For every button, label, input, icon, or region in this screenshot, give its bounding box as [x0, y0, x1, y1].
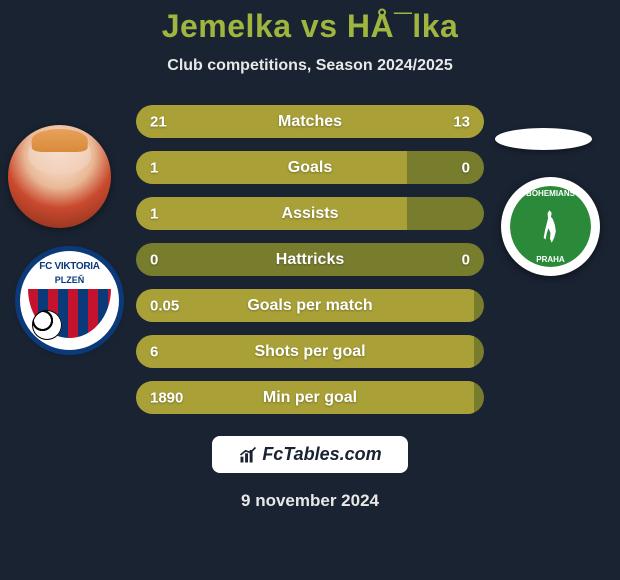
- stat-label: Goals: [288, 159, 332, 177]
- date-text: 9 november 2024: [241, 491, 379, 511]
- stat-row: 0.05 Goals per match: [136, 289, 484, 322]
- page-title: Jemelka vs HÅ¯lka: [162, 8, 459, 45]
- stat-value-right: 0: [462, 159, 470, 176]
- brand-chart-icon: [238, 445, 258, 465]
- stat-label: Assists: [282, 205, 339, 223]
- club-right-inner: BOHEMIANS PRAHA: [510, 186, 591, 267]
- brand-text: FcTables.com: [262, 444, 381, 465]
- brand-badge: FcTables.com: [212, 436, 407, 473]
- soccer-ball-icon: [32, 310, 62, 340]
- stat-row: 1 0 Goals: [136, 151, 484, 184]
- stat-label: Min per goal: [263, 389, 357, 407]
- stat-value-right: 0: [462, 251, 470, 268]
- stat-value-left: 21: [150, 113, 167, 130]
- stat-row: 21 13 Matches: [136, 105, 484, 138]
- stat-value-right: 13: [453, 113, 470, 130]
- stat-row: 1890 Min per goal: [136, 381, 484, 414]
- stat-value-left: 0.05: [150, 297, 179, 314]
- stat-label: Matches: [278, 113, 342, 131]
- bar-left-fill: [136, 151, 407, 184]
- stat-label: Shots per goal: [254, 343, 365, 361]
- stat-value-left: 0: [150, 251, 158, 268]
- club-left-city: PLZEŇ: [20, 275, 119, 285]
- subtitle: Club competitions, Season 2024/2025: [167, 57, 452, 75]
- stat-value-left: 1: [150, 159, 158, 176]
- kangaroo-icon: [530, 206, 571, 247]
- bar-left-fill: [136, 197, 407, 230]
- stat-value-left: 6: [150, 343, 158, 360]
- stat-row: 1 Assists: [136, 197, 484, 230]
- player-left-avatar: [8, 125, 111, 228]
- club-right-badge: BOHEMIANS PRAHA: [501, 177, 600, 276]
- stat-value-left: 1890: [150, 389, 183, 406]
- club-left-badge: PLZEŇ: [20, 251, 119, 350]
- stat-row: 0 0 Hattricks: [136, 243, 484, 276]
- club-left-inner: PLZEŇ: [20, 251, 119, 350]
- stat-value-left: 1: [150, 205, 158, 222]
- player-right-avatar: [495, 128, 592, 150]
- stat-row: 6 Shots per goal: [136, 335, 484, 368]
- stat-label: Hattricks: [276, 251, 344, 269]
- stat-label: Goals per match: [247, 297, 372, 315]
